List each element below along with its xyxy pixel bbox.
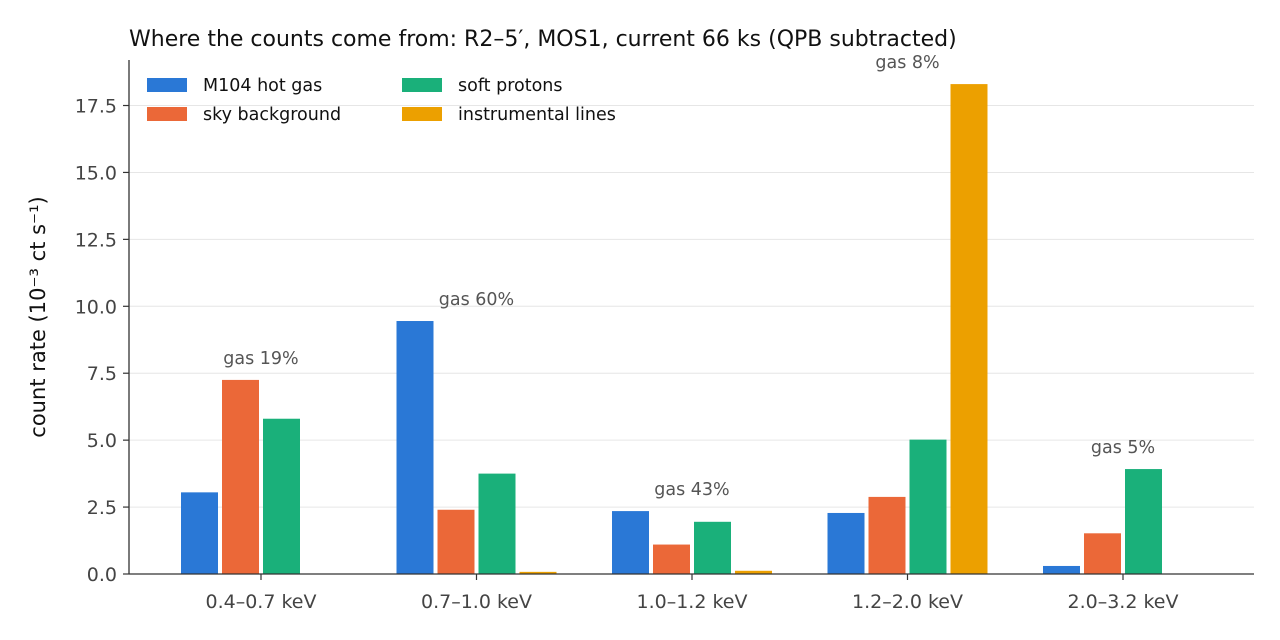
- legend-label: instrumental lines: [458, 105, 616, 125]
- bar-0-4: [1043, 565, 1080, 574]
- y-axis-label: count rate (10⁻³ ct s⁻¹): [26, 196, 50, 437]
- x-ticks: 0.4–0.7 keV 0.7–1.0 keV 1.0–1.2 keV 1.2–2.0…: [206, 574, 1179, 613]
- y-tick-label: 0.0: [87, 564, 117, 586]
- bar-0-1: [396, 321, 434, 574]
- bar-0-3: [827, 512, 865, 574]
- legend-swatch: [402, 107, 442, 121]
- y-tick-label: 17.5: [75, 96, 117, 118]
- gas-fraction-label: gas 43%: [654, 480, 729, 500]
- legend-swatch: [147, 107, 187, 121]
- bar-3-1: [519, 571, 557, 574]
- gas-fraction-label: gas 5%: [1091, 438, 1155, 458]
- bar-2-3: [909, 439, 947, 574]
- legend-label: soft protons: [458, 76, 563, 96]
- y-ticks: 0.0 2.5 5.0 7.5 10.0 12.5 15.0 17.5: [75, 96, 129, 586]
- gas-fraction-label: gas 19%: [223, 349, 298, 369]
- bar-3-2: [735, 570, 772, 574]
- bar-3-3: [950, 84, 988, 574]
- bar-2-4: [1125, 469, 1162, 574]
- x-tick-label: 1.2–2.0 keV: [852, 591, 963, 613]
- bars: [181, 84, 1162, 574]
- bar-2-2: [694, 521, 731, 574]
- y-tick-label: 10.0: [75, 296, 117, 318]
- legend: M104 hot gas sky background soft protons in…: [147, 76, 616, 125]
- legend-swatch: [402, 78, 442, 92]
- y-tick-label: 15.0: [75, 162, 117, 184]
- x-tick-label: 2.0–3.2 keV: [1068, 591, 1179, 613]
- chart-title: Where the counts come from: R2–5′, MOS1,…: [129, 27, 957, 52]
- bar-1-4: [1084, 533, 1121, 574]
- gridlines: [129, 105, 1254, 508]
- bar-1-0: [222, 379, 259, 574]
- bar-0-0: [181, 492, 218, 574]
- gas-fraction-label: gas 8%: [875, 53, 939, 73]
- bar-2-0: [263, 418, 300, 574]
- y-tick-label: 12.5: [75, 229, 117, 251]
- x-tick-label: 0.7–1.0 keV: [421, 591, 532, 613]
- x-tick-label: 1.0–1.2 keV: [637, 591, 748, 613]
- gas-fraction-label: gas 60%: [439, 290, 514, 310]
- legend-swatch: [147, 78, 187, 92]
- bar-1-3: [868, 496, 906, 574]
- x-tick-label: 0.4–0.7 keV: [206, 591, 317, 613]
- bar-1-2: [653, 544, 690, 574]
- bar-1-1: [437, 509, 475, 574]
- legend-label: sky background: [203, 105, 341, 125]
- bar-0-2: [612, 511, 649, 574]
- y-tick-label: 2.5: [87, 497, 117, 519]
- legend-label: M104 hot gas: [203, 76, 322, 96]
- y-tick-label: 5.0: [87, 430, 117, 452]
- y-tick-label: 7.5: [87, 363, 117, 385]
- bar-2-1: [478, 473, 516, 574]
- bar-annotations: gas 19% gas 60% gas 43% gas 8% gas 5%: [223, 53, 1155, 500]
